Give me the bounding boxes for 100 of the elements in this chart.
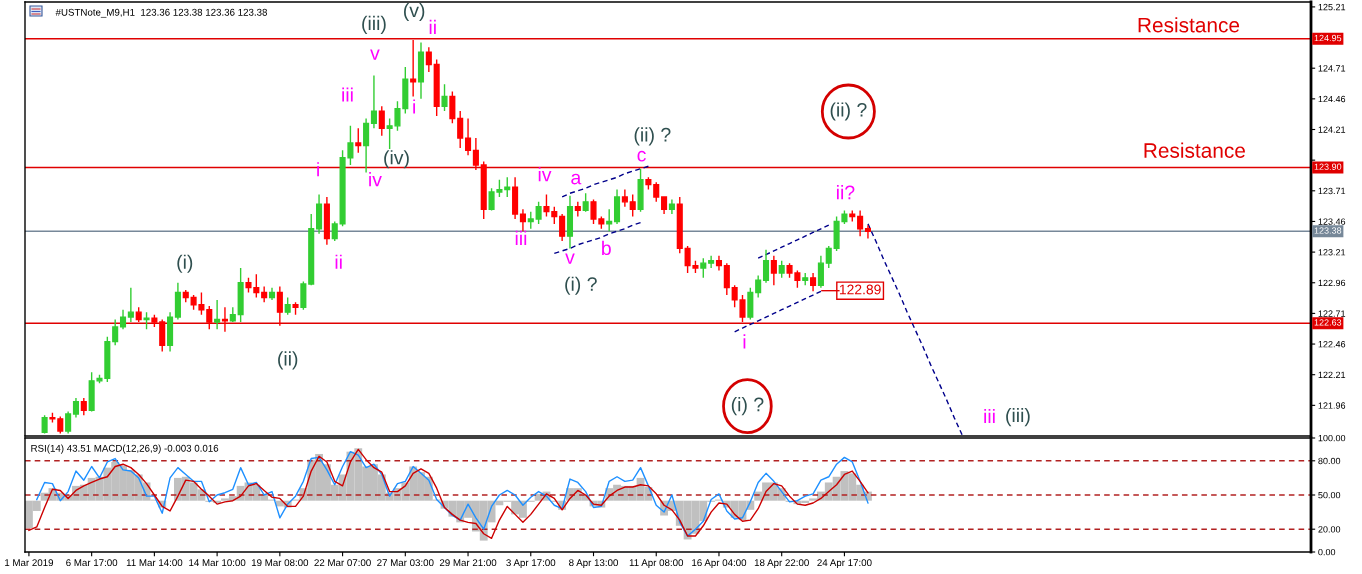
candlestick <box>370 74 377 129</box>
y-tick-label: 124.71 <box>1318 65 1346 72</box>
candlestick <box>653 181 660 203</box>
candlestick <box>464 117 472 156</box>
annotation: Resistance <box>1144 142 1245 158</box>
candlestick <box>268 286 276 301</box>
annotation: i <box>317 162 319 177</box>
y-tick-label: 124.46 <box>1318 95 1346 103</box>
candlestick <box>441 83 448 112</box>
y-tick-label: 123.71 <box>1318 187 1346 195</box>
candlestick <box>661 196 668 215</box>
y-tick-label: 20.00 <box>1318 526 1341 533</box>
annotation: Resistance <box>1138 17 1240 33</box>
candlestick <box>755 274 762 299</box>
annotation: (ii) <box>278 351 298 370</box>
candlestick <box>613 188 621 225</box>
candlestick <box>849 209 856 223</box>
y-tick-label: 122.46 <box>1318 341 1346 348</box>
candlestick <box>323 196 330 246</box>
line-series <box>561 165 650 198</box>
candlestick <box>566 195 574 250</box>
y-tick-label: 0.00 <box>1318 548 1336 556</box>
candlestick <box>723 262 730 296</box>
y-tick-label: 122.71 <box>1318 310 1346 317</box>
annotation: ii? <box>836 185 855 200</box>
y-tick-label: 121.96 <box>1318 402 1346 409</box>
candlestick <box>417 41 425 100</box>
annotation: (v) <box>404 2 425 22</box>
y-tick-label: 124.21 <box>1318 126 1346 133</box>
y-tick-label: 50.00 <box>1318 491 1341 499</box>
candlestick <box>378 105 385 137</box>
annotation: b <box>602 240 611 256</box>
candlestick <box>355 127 362 154</box>
x-tick-label: 24 Apr 17:00 <box>817 559 872 569</box>
annotation: iv <box>369 172 382 187</box>
annotation: (i) ? <box>731 397 764 416</box>
candlestick <box>864 224 872 240</box>
candlestick <box>119 309 127 331</box>
annotation: v <box>565 253 575 264</box>
candlestick <box>715 255 723 272</box>
candlestick <box>762 248 770 284</box>
annotation: (i) <box>177 254 193 273</box>
x-tick-label: 18 Apr 22:00 <box>754 559 809 569</box>
y-tick-label: 123.46 <box>1318 218 1346 225</box>
annotation: ii <box>335 254 342 269</box>
y-tick-label: 80.00 <box>1318 457 1341 465</box>
x-tick-label: 1 Mar 2019 <box>5 559 54 567</box>
candlestick <box>708 255 715 269</box>
candlestick <box>606 208 613 232</box>
candlestick <box>857 209 864 237</box>
candlestick <box>316 193 323 235</box>
candlestick <box>574 201 581 218</box>
candlestick <box>535 201 542 225</box>
x-tick-label: 11 Mar 14:00 <box>126 559 183 567</box>
candlestick <box>65 410 72 435</box>
candlestick <box>425 46 432 73</box>
candlestick <box>41 414 48 435</box>
annotation: (ii) ? <box>830 102 867 121</box>
candlestick <box>159 318 166 353</box>
annotation: (iv) <box>384 150 409 169</box>
x-tick-label: 22 Mar 07:00 <box>314 559 371 567</box>
line-series <box>757 224 830 259</box>
x-tick-label: 3 Apr 17:00 <box>506 559 556 569</box>
candlestick <box>151 313 158 328</box>
candlestick <box>276 285 283 327</box>
candlestick <box>778 259 785 279</box>
candlestick <box>410 39 417 98</box>
candlestick <box>49 412 56 424</box>
line-series <box>733 290 822 333</box>
candlestick <box>637 168 644 213</box>
candlestick <box>237 267 244 323</box>
candlestick <box>810 272 817 293</box>
candlestick <box>206 305 213 331</box>
annotation: iii <box>342 87 353 102</box>
x-tick-label: 8 Apr 13:00 <box>569 559 618 569</box>
candlestick <box>214 299 221 331</box>
candlestick <box>747 286 754 321</box>
y-tick-label: 122.21 <box>1318 371 1346 378</box>
candlestick <box>221 306 229 333</box>
candlestick <box>292 301 299 316</box>
candlestick <box>135 306 142 323</box>
candlestick <box>559 213 566 242</box>
y-tick-label: 100.00 <box>1318 434 1346 442</box>
annotation: a <box>571 173 582 185</box>
candlestick <box>700 257 707 279</box>
line-series <box>553 221 642 255</box>
annotation: c <box>637 150 646 162</box>
candlestick <box>112 318 119 346</box>
candlestick <box>331 220 338 242</box>
candlestick <box>676 196 683 255</box>
annotation: ii <box>429 19 436 34</box>
annotation: iv <box>538 167 552 182</box>
candlestick <box>457 110 464 149</box>
x-tick-label: 6 Mar 17:00 <box>66 559 118 567</box>
ref-line-label: 123.38 <box>1314 227 1342 234</box>
x-tick-label: 19 Mar 08:00 <box>251 559 309 567</box>
text: RSI(14) 43.51 MACD(12,26,9) -0.003 0.016 <box>31 444 219 454</box>
candlestick <box>668 198 675 215</box>
annotation: 122.89 <box>839 284 881 295</box>
annotation: (iii) <box>362 15 386 34</box>
